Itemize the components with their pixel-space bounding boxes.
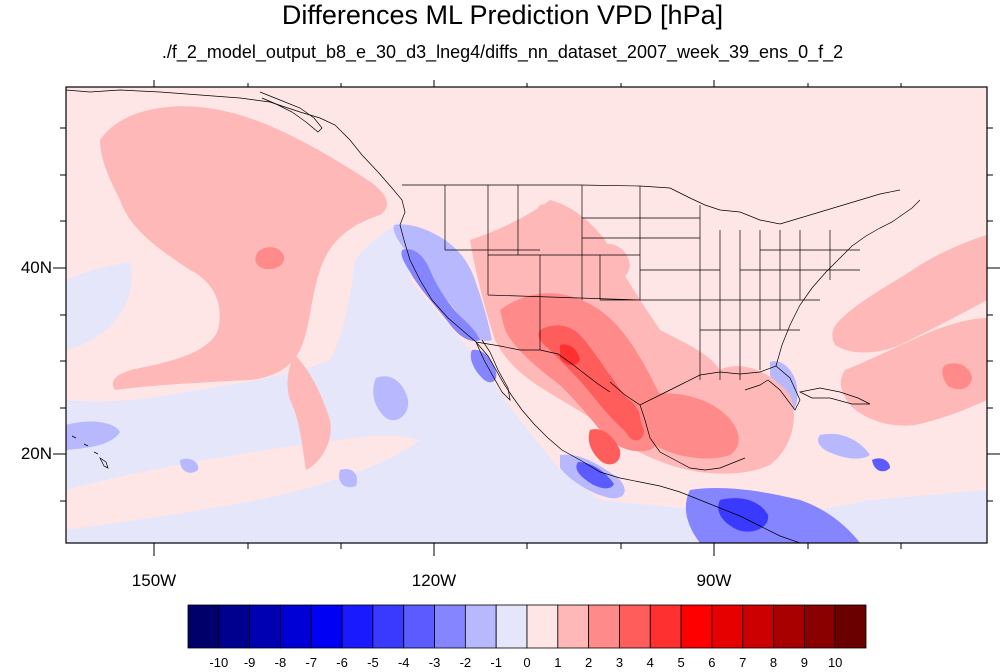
colorbar-swatch [680,604,713,649]
colorbar-tick-label: 8 [769,655,778,670]
colorbar-swatch [803,604,836,649]
colorbar-tick-label: -2 [459,655,472,670]
state-lines-east [699,205,860,380]
anomaly-region-california-blue [401,249,480,342]
lon-label-120w: 120W [411,571,457,590]
anomaly-region-plains-2 [596,243,630,282]
colorbar-swatch [249,604,281,649]
map-subtitle: ./f_2_model_output_b8_e_30_d3_lneg4/diff… [161,42,844,62]
anomaly-region-atlantic-south [840,318,987,426]
mexico-gulf-coast [639,404,746,471]
anomaly-hotspot-pacific [255,247,285,270]
colorbar-swatch [372,604,405,649]
colorbar-tick-label: -7 [305,655,318,670]
colorbar-swatch [619,604,651,649]
colorbar-swatch [773,604,805,649]
colorbar-swatch [526,604,559,649]
anomaly-region-mexico-hot [560,344,580,366]
anomaly-region-atlantic-north [832,235,987,353]
coastline-north-america [66,89,801,543]
gulf-coast [609,365,801,411]
colorbar-tick-label: 2 [585,655,593,670]
colorbar-swatch [218,604,251,649]
anomaly-region-gulf-plain [639,393,739,459]
anomaly-region-ne-pacific [100,106,388,390]
east-coast [775,199,921,367]
colorbar-tick-label: -6 [336,655,348,670]
colorbar-tick-label: -3 [428,655,441,670]
colorbar-tick-label: 4 [646,655,654,670]
anomaly-region-mexico-coast-blue-core [576,462,614,489]
anomaly-region-atlantic-core [942,363,972,390]
colorbar-swatch [434,604,466,649]
colorbar-tick-label: 1 [554,655,562,670]
colorbar-tick-label: 10 [827,655,843,670]
colorbar-tick-label: 6 [708,655,716,670]
anomaly-region-caribbean-blue [872,458,890,472]
colorbar-swatch [495,604,528,649]
lon-label-150w: 150W [131,571,177,590]
colorbar-tick-label: -9 [243,655,256,670]
lat-label-40n: 40N [20,258,52,277]
anomaly-region-plains [533,203,582,268]
colorbar-swatch [280,604,312,649]
anomaly-region-pacific-band [66,435,420,530]
state-lines-west [444,185,720,350]
anomaly-region-pacific-west [66,262,132,350]
colorbar-tick-label: -1 [490,655,502,670]
colorbar-swatch [310,604,343,649]
anomaly-region-caribbean-blue-2 [817,433,870,459]
anomaly-region-pacific-blue-2 [66,421,120,450]
colorbar-swatch [742,604,774,649]
cuba [798,387,871,405]
boundaries [66,89,921,543]
colorbar-swatch [557,604,590,649]
us-canada-border [402,184,901,225]
axis-ticks [53,80,1000,556]
colorbar-swatch [834,604,867,649]
anomaly-region-mexico-core [588,429,621,465]
colorbar-tick-label: -4 [397,655,410,670]
colorbar-tick-label: -5 [367,655,379,670]
anomaly-region-pacific-blue-1 [373,376,409,421]
colorbar-swatch [711,604,744,649]
colorbar-swatch [187,604,220,649]
colorbar-swatch [588,604,620,649]
colorbar-swatch [649,604,682,649]
anomaly-region-baja-blue [470,349,497,383]
alaska-coast [259,91,323,133]
colorbar-tick-label: 9 [800,655,808,670]
colorbar-tick-label: -10 [209,655,229,670]
colorbar-swatch [464,604,497,649]
lat-label-20n: 20N [20,444,52,463]
anomaly-region-pacific-blue-4 [339,468,358,488]
colorbar-swatch [341,604,374,649]
lon-label-90w: 90W [696,571,732,590]
colorbar [187,604,867,649]
anomaly-region-central-america-blue-core [718,498,769,532]
colorbar-tick-label: 5 [677,655,685,670]
hawaii-islands [71,435,109,469]
colorbar-tick-label: 0 [523,655,531,670]
anomaly-region-pacific-blue-3 [180,458,199,473]
us-mexico-border [475,341,611,393]
anomaly-region-ne-pacific-tail [287,355,331,470]
colorbar-tick-label: 7 [739,655,747,670]
colorbar-tick-label: 3 [615,655,624,670]
map-title: Differences ML Prediction VPD [hPa] [281,0,724,30]
anomaly-field [66,106,987,543]
colorbar-swatch [403,604,435,649]
baja-peninsula [475,339,511,402]
colorbar-tick-label: -8 [274,655,287,670]
anomaly-region-gulf-coast-core [615,395,645,441]
anomaly-region-us-southwest [470,200,794,474]
